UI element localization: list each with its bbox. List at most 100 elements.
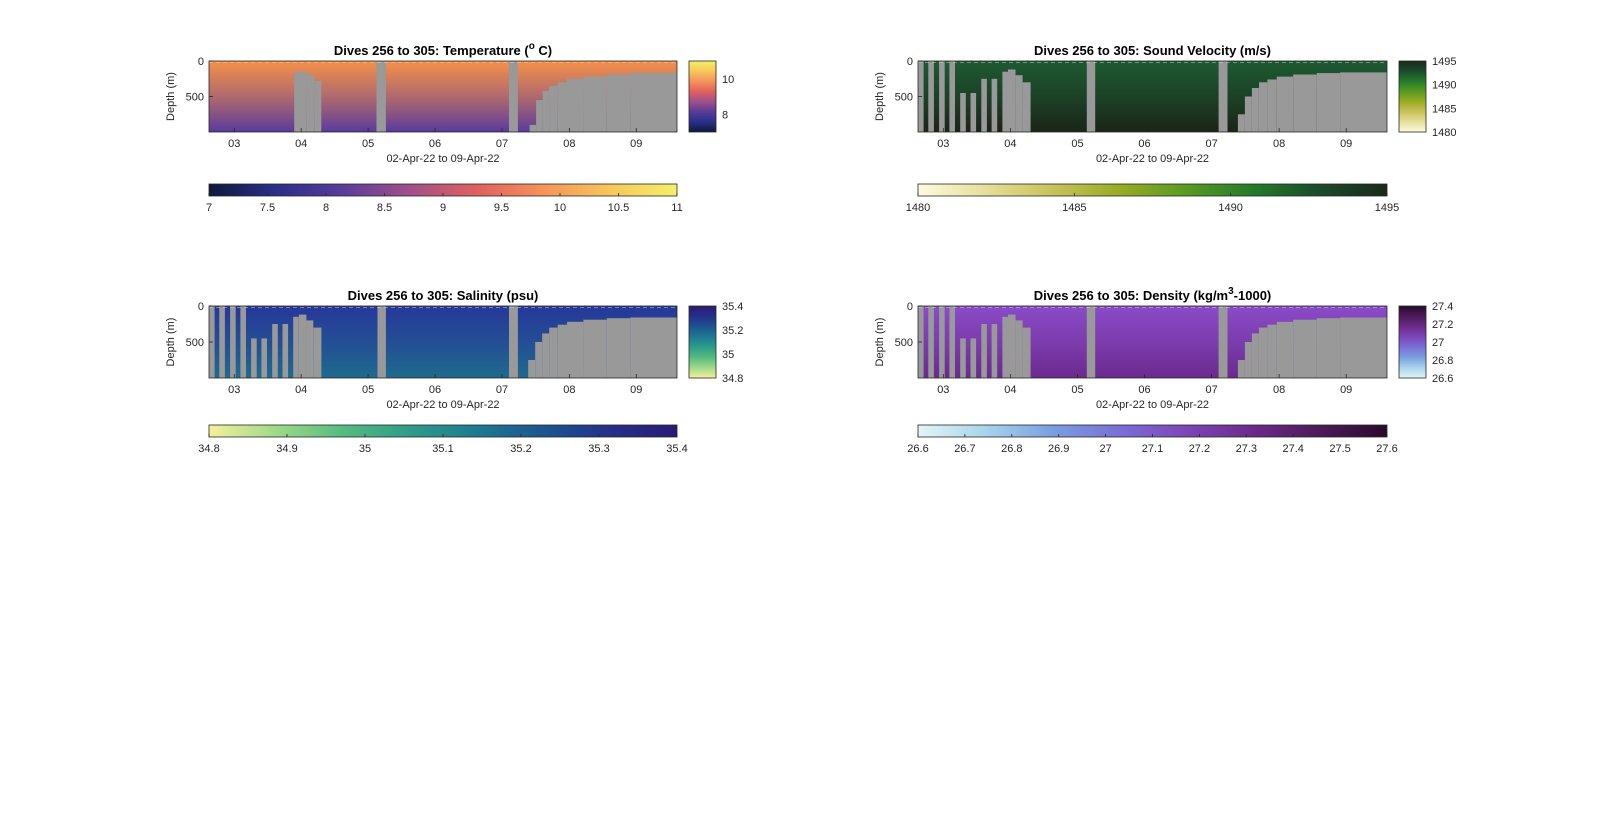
missing-data-column [282, 324, 289, 378]
y-tick-label: 0 [907, 56, 913, 68]
missing-data-column [1022, 327, 1031, 378]
missing-data-column [1015, 320, 1023, 378]
side-colorbar-tick: 26.8 [1432, 355, 1453, 367]
side-colorbar-tick: 1480 [1432, 127, 1456, 139]
missing-data-column [1086, 306, 1096, 378]
missing-data-column [272, 324, 278, 378]
missing-data-column [1237, 360, 1245, 378]
missing-data-column [293, 316, 299, 378]
missing-data-column [1244, 342, 1252, 378]
chart-title: Dives 256 to 305: Sound Velocity (m/s) [1034, 43, 1271, 58]
missing-data-column [606, 74, 631, 132]
missing-data-column [1008, 69, 1016, 132]
bottom-colorbar-tick: 35.2 [510, 443, 531, 455]
bottom-colorbar-tick: 27.4 [1282, 443, 1303, 455]
y-axis-label: Depth (m) [165, 72, 177, 121]
missing-data-column [1251, 88, 1259, 132]
x-tick-label: 07 [496, 138, 508, 150]
bottom-colorbar-tick: 1495 [1375, 202, 1399, 214]
y-tick-label: 500 [186, 92, 204, 104]
missing-data-column [960, 93, 966, 132]
side-colorbar-tick: 1495 [1432, 56, 1456, 68]
x-tick-label: 09 [630, 138, 642, 150]
side-colorbar-tick: 8 [722, 109, 728, 121]
bottom-colorbar-tick: 35.4 [666, 443, 687, 455]
missing-data-column [1293, 74, 1317, 132]
y-axis-label: Depth (m) [165, 318, 177, 367]
bottom-colorbar-tick: 27.2 [1189, 443, 1210, 455]
side-colorbar-tick: 35.4 [722, 301, 743, 313]
missing-data-column [1022, 82, 1031, 132]
missing-data-column [306, 320, 314, 378]
missing-data-column [509, 306, 518, 378]
bottom-colorbar-tick: 27 [1099, 443, 1111, 455]
missing-data-column [314, 80, 322, 132]
y-tick-label: 0 [198, 56, 204, 68]
missing-data-column [1293, 319, 1317, 378]
x-tick-label: 09 [1340, 384, 1352, 396]
bottom-colorbar-tick: 9.5 [494, 202, 509, 214]
x-tick-label: 07 [1205, 384, 1217, 396]
chart-panel-1: Dives 256 to 305: Temperature (o C) Depth… [165, 41, 734, 214]
missing-data-column [251, 338, 257, 378]
bottom-colorbar-tick: 7.5 [260, 202, 275, 214]
x-tick-label: 09 [1340, 138, 1352, 150]
side-colorbar-tick: 35.2 [722, 325, 743, 337]
bottom-colorbar-tick: 10 [554, 202, 566, 214]
missing-data-column [1316, 318, 1341, 378]
side-colorbar-tick: 1490 [1432, 80, 1456, 92]
y-tick-label: 0 [198, 301, 204, 313]
bottom-colorbar-tick: 35.1 [432, 443, 453, 455]
bottom-colorbar-tick: 35 [359, 443, 371, 455]
missing-data-column [991, 324, 998, 378]
chart-panel-2: Dives 256 to 305: Sound Velocity (m/s) De… [874, 43, 1456, 214]
bottom-colorbar-tick: 26.8 [1001, 443, 1022, 455]
x-tick-label: 06 [429, 384, 441, 396]
missing-data-column [939, 306, 945, 378]
missing-data-column [970, 338, 977, 378]
side-colorbar-tick: 1485 [1432, 103, 1456, 115]
x-tick-label: 06 [1138, 138, 1150, 150]
missing-data-column [542, 90, 550, 132]
chart-title: Dives 256 to 305: Density (kg/m3-1000) [1034, 286, 1272, 303]
missing-data-column [542, 333, 550, 378]
missing-data-column [1218, 306, 1228, 378]
missing-data-column [549, 327, 558, 378]
missing-data-column [583, 76, 607, 132]
missing-data-column [928, 61, 934, 132]
missing-data-column [1237, 114, 1245, 133]
y-tick-label: 500 [895, 92, 913, 104]
bottom-colorbar [917, 183, 1388, 197]
missing-data-column [606, 318, 631, 378]
x-axis-label: 02-Apr-22 to 09-Apr-22 [1096, 153, 1209, 165]
missing-data-column [294, 71, 307, 132]
missing-data-column [528, 360, 536, 378]
missing-data-column [1008, 314, 1016, 378]
x-axis-label: 02-Apr-22 to 09-Apr-22 [386, 399, 499, 411]
x-tick-label: 03 [937, 384, 949, 396]
x-tick-label: 07 [1205, 138, 1217, 150]
chart-panel-4: Dives 256 to 305: Density (kg/m3-1000) De… [874, 286, 1453, 455]
x-tick-label: 09 [630, 384, 642, 396]
missing-data-column [1316, 73, 1341, 132]
bottom-colorbar-tick: 8.5 [377, 202, 392, 214]
missing-data-column [960, 338, 966, 378]
bottom-colorbar-tick: 7 [206, 202, 212, 214]
missing-data-column [567, 321, 584, 378]
bottom-colorbar-tick: 1490 [1218, 202, 1242, 214]
x-tick-label: 04 [1004, 138, 1016, 150]
x-tick-label: 04 [295, 138, 307, 150]
missing-data-column [970, 93, 977, 132]
missing-data-column [298, 314, 307, 378]
x-tick-label: 06 [429, 138, 441, 150]
missing-data-column [949, 61, 955, 132]
missing-data-column [376, 61, 386, 132]
bottom-colorbar-tick: 27.5 [1329, 443, 1350, 455]
missing-data-column [219, 306, 225, 378]
missing-data-column [630, 317, 677, 378]
bottom-colorbar-tick: 27.1 [1142, 443, 1163, 455]
bottom-colorbar-tick: 27.6 [1376, 443, 1397, 455]
x-axis-label: 02-Apr-22 to 09-Apr-22 [386, 153, 499, 165]
missing-data-column [1015, 75, 1023, 132]
